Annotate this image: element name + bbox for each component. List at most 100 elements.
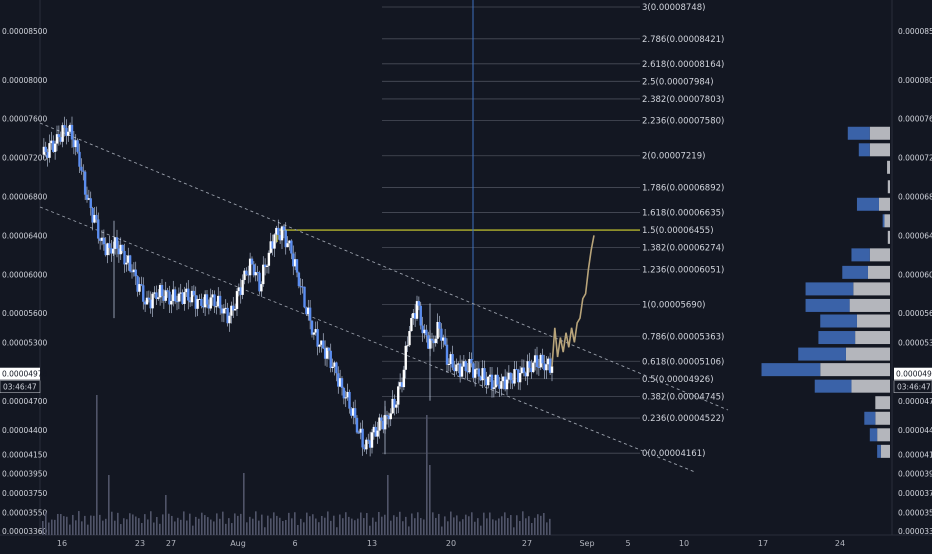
candle-body [479,376,482,381]
volume-bar [240,513,242,535]
volume-bar [249,516,251,535]
candle-body [410,317,413,332]
volume-bar [396,516,398,535]
candle-body [488,374,492,377]
candle-body [82,170,85,172]
candle-body [295,259,299,273]
time-axis-tick: 10 [679,539,689,548]
fib-level-label: 1.382(0.00006274) [642,244,724,254]
volume-bar [273,512,275,535]
candle-body [368,440,372,448]
right-axis-tick: 0.00004400 [898,426,932,435]
volume-bar [462,519,464,535]
left-axis-tick: 0.00008000 [2,76,48,85]
candle-body [125,262,128,265]
candle-body [543,363,546,371]
volume-bar [342,518,344,535]
volume-bar [270,518,272,535]
candle-body [123,250,126,265]
candle-body [100,237,104,241]
volume-bar [429,465,431,535]
candle-body [487,376,490,386]
candle-body [282,226,286,231]
candle-body [247,274,250,276]
candle-body [348,391,351,409]
volume-bar [225,523,227,535]
candle-body [303,286,306,308]
candle-body [262,264,265,285]
candle-body [509,372,512,381]
candle-body [323,348,327,359]
volume-profile-buy [880,444,890,458]
candle-body [496,374,499,385]
candle-body [520,367,524,374]
volume-bar [348,516,350,535]
candle-body [318,344,321,347]
volume-bar [513,527,515,535]
volume-profile-buy [856,314,890,328]
candle-body [402,369,406,388]
volume-bar [417,512,419,535]
volume-bar [354,520,356,535]
volume-bar [84,515,86,535]
candle-body [327,347,331,351]
candle-body [355,417,359,433]
candle-body [209,297,212,309]
candle-body [367,439,370,441]
volume-bar [204,515,206,535]
right-axis-panel [892,0,932,550]
candle-body [267,252,271,266]
volume-bar [507,518,509,535]
candle-body [136,276,139,292]
volume-bar [252,518,254,535]
candle-body [153,292,156,294]
left-axis-tick: 0.00004150 [2,450,48,459]
candle-body [97,219,100,239]
candle-body [432,340,436,344]
candle-body [530,367,533,373]
left-axis-tick: 0.00008500 [2,27,48,36]
volume-bar [309,516,311,535]
volume-bar [495,520,497,535]
volume-bar [96,395,98,535]
volume-bar [414,518,416,535]
volume-bar [483,512,485,535]
volume-bar [447,521,449,535]
candle-body [434,338,437,344]
volume-bar [468,516,470,535]
candle-body [331,366,334,369]
fib-level-label: 0(0.00004161) [642,449,705,459]
candle-body [307,307,310,315]
candle-body [513,369,516,384]
volume-bar [90,515,92,535]
right-axis-tick: 0.00003360 [898,527,932,536]
volume-bar [153,522,155,535]
candle-body [177,293,181,302]
volume-bar [255,511,257,535]
candle-body [228,315,231,324]
candle-body [175,301,179,303]
candle-body [250,258,254,265]
candle-body [187,288,190,301]
candle-body [138,284,141,292]
candle-body [350,408,353,416]
candle-body [468,359,471,373]
volume-bar [132,514,134,535]
candle-body [449,354,452,364]
volume-profile-sell [761,363,821,377]
candle-body [53,143,57,152]
volume-bar [138,518,140,535]
candle-body [378,417,381,431]
volume-bar [117,512,119,535]
candle-body [545,364,548,371]
candle-body [475,368,479,370]
fib-level-label: 2(0.00007219) [642,152,705,162]
volume-bar [75,520,77,535]
candle-body [533,355,537,363]
volume-profile-buy [855,331,890,345]
volume-bar [123,518,125,535]
volume-bar [69,524,71,535]
candle-body [301,286,304,288]
left-axis-tick: 0.00005300 [2,338,48,347]
